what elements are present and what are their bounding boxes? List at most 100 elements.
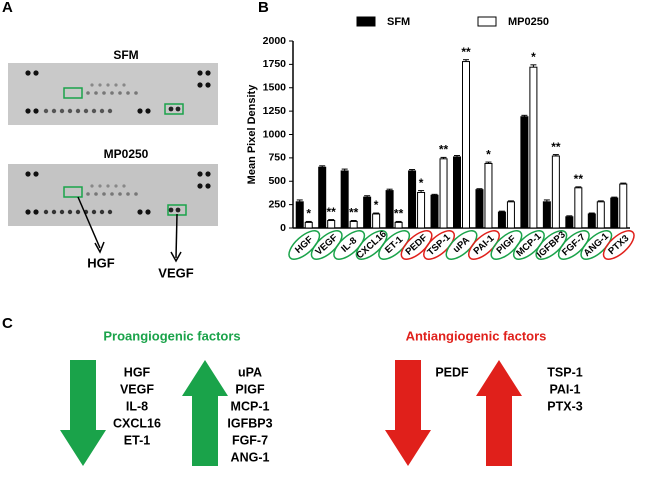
bar bbox=[430, 194, 439, 229]
label-ellipse bbox=[355, 230, 388, 260]
label-ellipse bbox=[490, 230, 523, 260]
spot bbox=[33, 209, 39, 215]
spot bbox=[59, 108, 65, 114]
bar bbox=[529, 66, 538, 229]
factor-name: TSP-1 bbox=[547, 365, 582, 379]
factor-name: PEDF bbox=[435, 365, 469, 379]
spot bbox=[102, 192, 106, 196]
spot bbox=[126, 192, 130, 196]
spot bbox=[118, 192, 122, 196]
spot bbox=[197, 82, 203, 88]
blot-title: SFM bbox=[113, 48, 138, 62]
spot bbox=[91, 108, 97, 114]
bar bbox=[439, 158, 448, 229]
spot bbox=[205, 171, 211, 177]
spot bbox=[25, 70, 31, 76]
significance-label: * bbox=[419, 176, 424, 190]
down-arrow bbox=[60, 360, 106, 466]
label-ellipse bbox=[467, 230, 500, 260]
spot bbox=[94, 192, 98, 196]
spot bbox=[134, 91, 138, 95]
label-ellipse bbox=[512, 230, 545, 260]
spot bbox=[205, 82, 211, 88]
blot-title: MP0250 bbox=[104, 147, 149, 161]
significance-label: ** bbox=[394, 207, 404, 221]
label-ellipse bbox=[535, 230, 568, 260]
spot bbox=[90, 184, 94, 188]
spot bbox=[67, 108, 73, 114]
callout-label: HGF bbox=[87, 255, 115, 270]
bar bbox=[408, 170, 417, 229]
group-title: Proangiogenic factors bbox=[103, 328, 240, 343]
bar bbox=[340, 170, 349, 229]
bar bbox=[565, 216, 574, 229]
bar bbox=[304, 221, 313, 229]
factor-name: ET-1 bbox=[124, 433, 150, 447]
category-label: HGF bbox=[288, 230, 321, 260]
bar bbox=[363, 196, 372, 229]
callout-arrow bbox=[175, 213, 178, 259]
significance-label: ** bbox=[551, 140, 561, 154]
spot bbox=[122, 184, 126, 188]
bar bbox=[610, 197, 619, 229]
bar bbox=[394, 221, 403, 229]
bar bbox=[520, 116, 529, 229]
panel-label: B bbox=[258, 0, 269, 16]
significance-label: * bbox=[306, 207, 311, 221]
spot bbox=[175, 207, 181, 213]
factor-name: PIGF bbox=[235, 382, 265, 396]
factor-name: ANG-1 bbox=[231, 450, 270, 464]
factor-name: MCP-1 bbox=[231, 399, 270, 413]
spot bbox=[106, 83, 110, 87]
spot bbox=[168, 106, 174, 112]
spot bbox=[107, 108, 113, 114]
label-ellipse bbox=[400, 230, 433, 260]
legend-label: SFM bbox=[387, 16, 410, 28]
y-tick-label: 500 bbox=[268, 175, 286, 187]
factor-name: FGF-7 bbox=[232, 433, 268, 447]
significance-label: * bbox=[374, 198, 379, 212]
spot bbox=[33, 70, 39, 76]
legend-label: MP0250 bbox=[508, 16, 549, 28]
spot bbox=[99, 108, 105, 114]
x-tick-label: PTX3 bbox=[606, 233, 631, 257]
spot bbox=[86, 192, 90, 196]
spot bbox=[91, 209, 97, 215]
spot bbox=[168, 207, 174, 213]
spot bbox=[145, 108, 151, 114]
bar bbox=[596, 201, 605, 229]
spot bbox=[33, 171, 39, 177]
spot bbox=[106, 184, 110, 188]
factor-lists: HGF VEGF IL-8 CXCL16 ET-1 uPA PIGF MCP-1 IGFBP3 F… bbox=[113, 365, 583, 464]
spot bbox=[25, 209, 31, 215]
spot bbox=[118, 91, 122, 95]
bar bbox=[551, 155, 560, 229]
bar bbox=[619, 183, 628, 229]
bar bbox=[327, 220, 336, 229]
arrow-head bbox=[170, 251, 182, 263]
spot bbox=[51, 209, 57, 215]
y-tick-label: 250 bbox=[268, 198, 286, 210]
label-ellipse bbox=[288, 230, 321, 260]
label-ellipse bbox=[602, 230, 635, 260]
spot bbox=[33, 108, 39, 114]
bar bbox=[295, 201, 304, 229]
factor-name: HGF bbox=[124, 365, 151, 379]
spot bbox=[137, 108, 143, 114]
bar bbox=[497, 211, 506, 229]
factor-name: VEGF bbox=[120, 382, 154, 396]
category-label: PlGF bbox=[490, 230, 523, 260]
bar bbox=[385, 190, 394, 229]
category-label: ET-1 bbox=[378, 230, 411, 260]
spot bbox=[122, 83, 126, 87]
callout-label: VEGF bbox=[158, 265, 193, 280]
bar-chart: Mean Pixel Density 0 250 500 750 1000 1250 1500… bbox=[246, 16, 635, 261]
spot bbox=[86, 91, 90, 95]
significance-label: ** bbox=[327, 205, 337, 219]
spot bbox=[98, 184, 102, 188]
spot bbox=[43, 108, 49, 114]
bar bbox=[587, 213, 596, 229]
spot bbox=[43, 209, 49, 215]
label-ellipse bbox=[378, 230, 411, 260]
